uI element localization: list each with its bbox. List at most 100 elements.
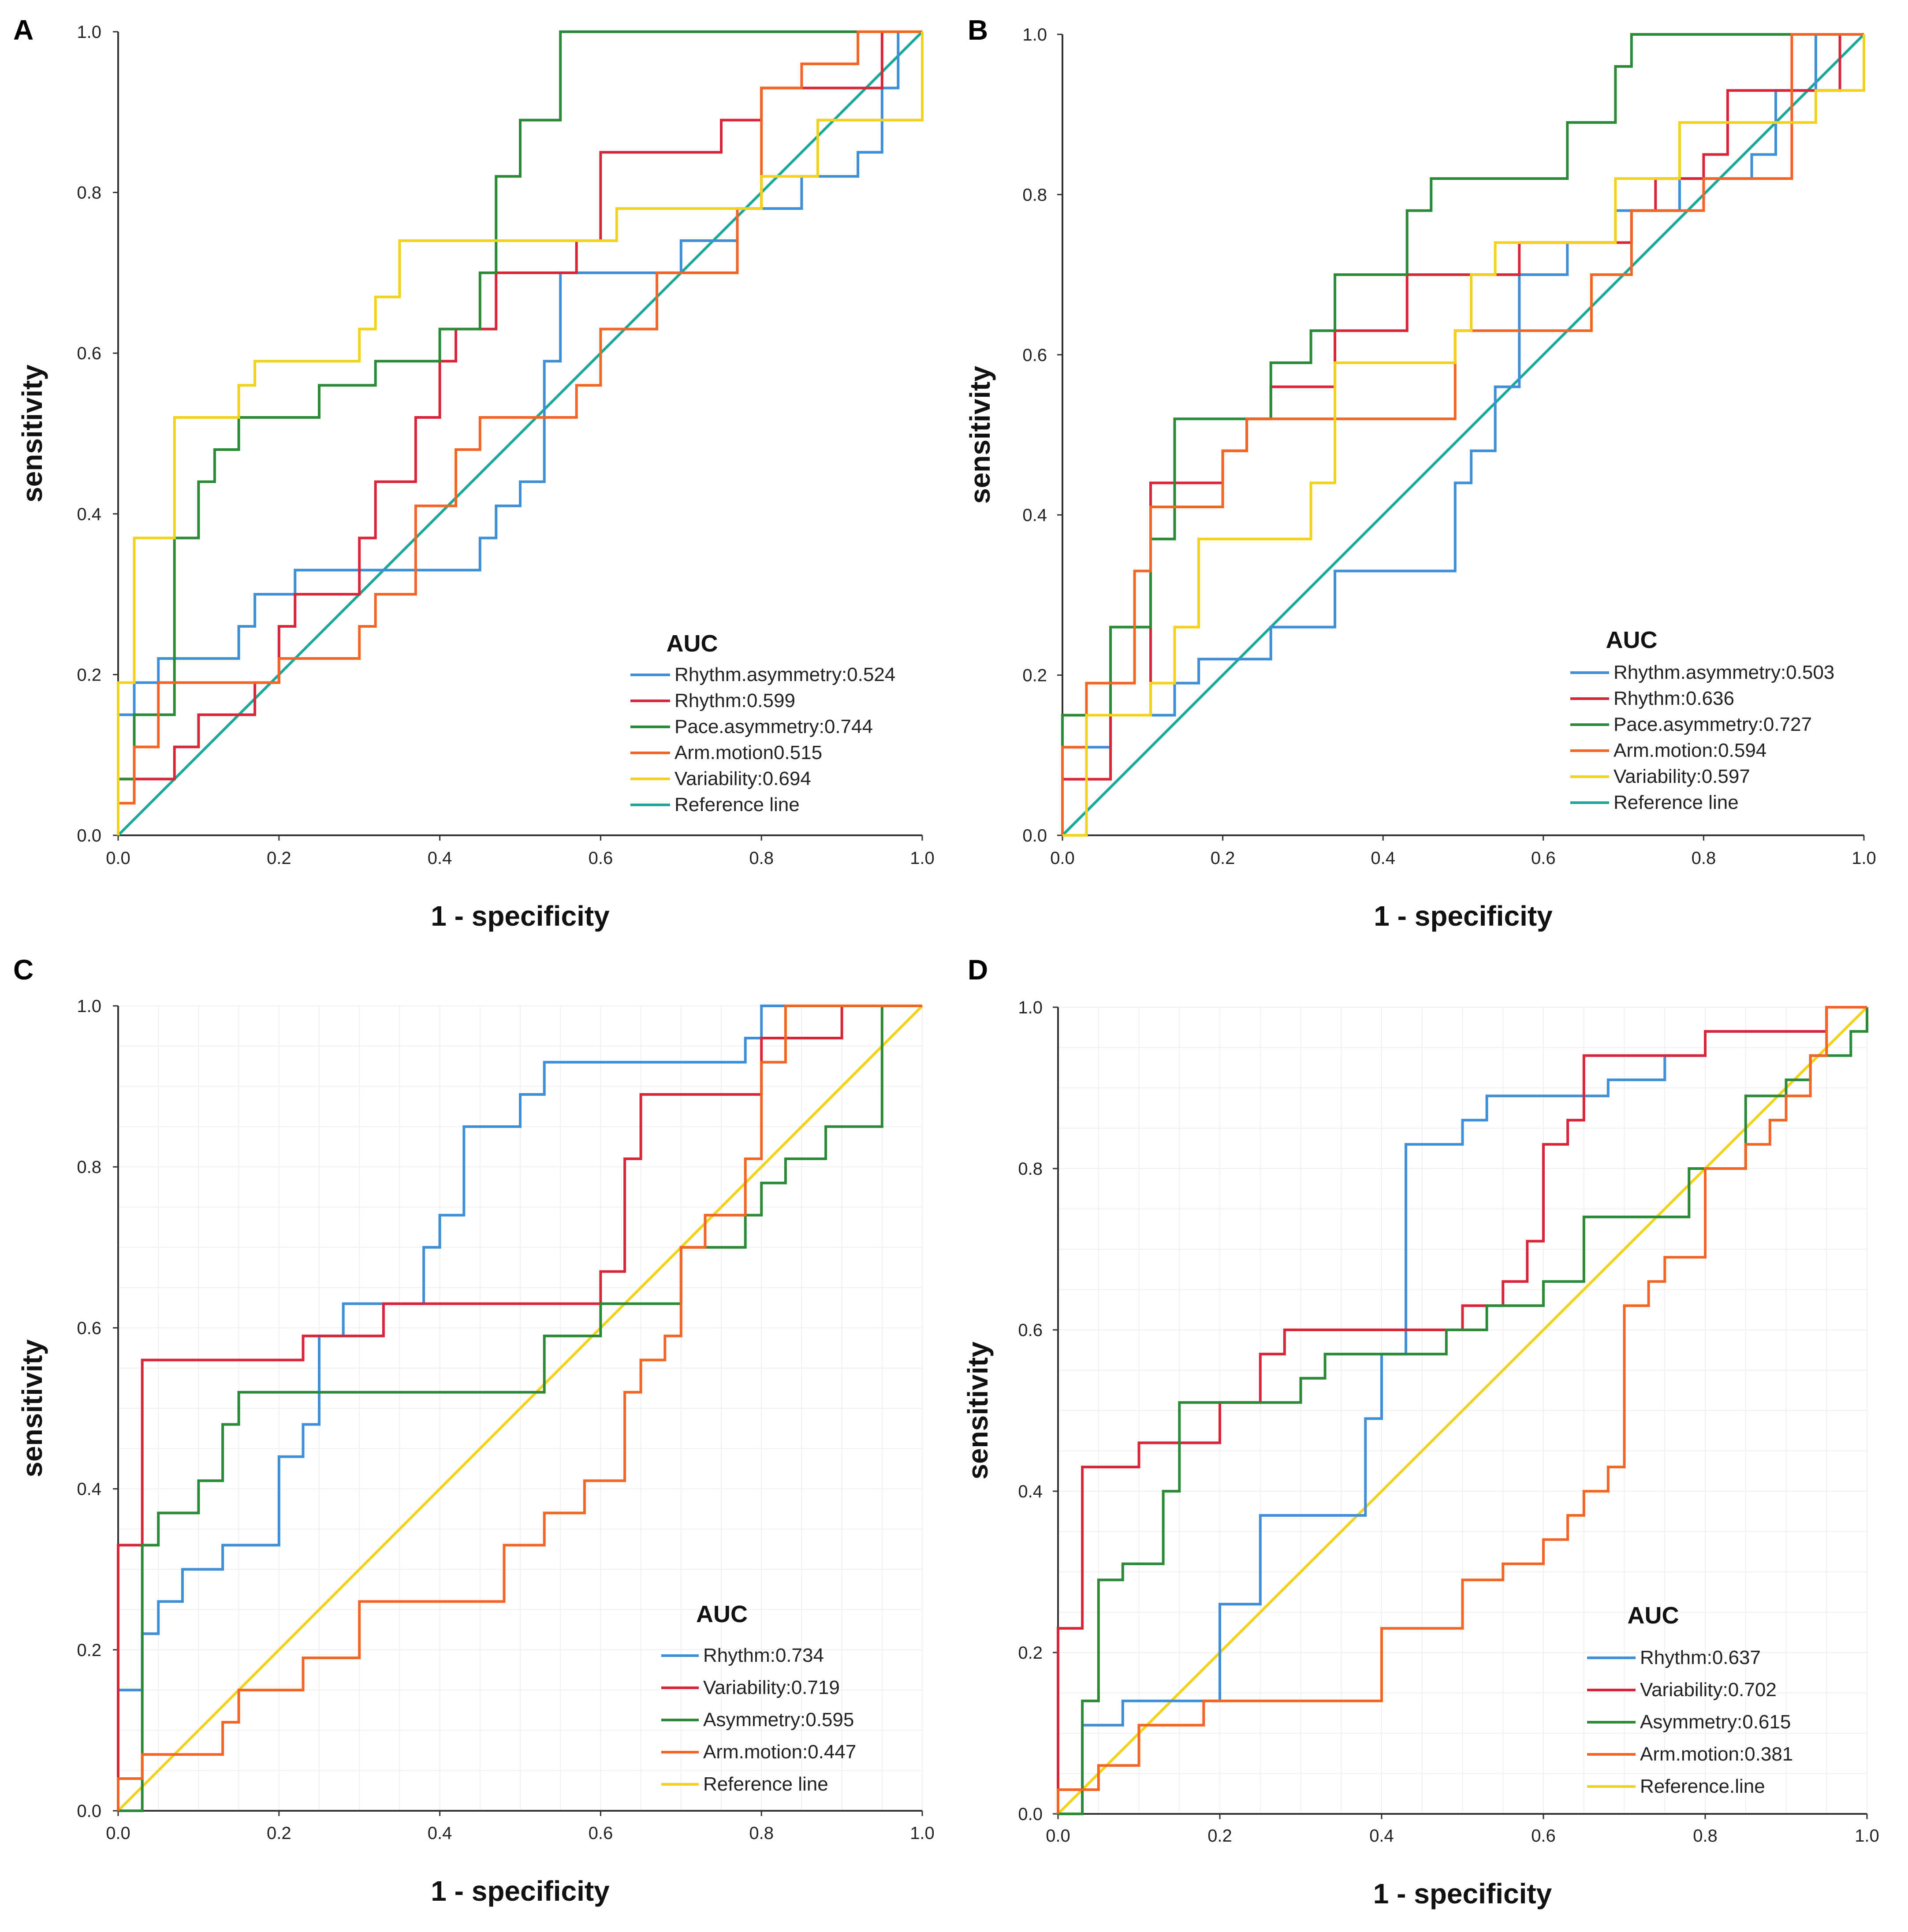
panel-b-legend-title: AUC [1606,627,1658,653]
panel-a-y-tick-label: 0.0 [77,826,101,845]
panel-b-series-rhythm-asymmetry-line [1061,33,1864,835]
panel-b-y-tick-label: 0.4 [1022,506,1047,525]
panel-a-legend-entry: Reference line [675,794,800,815]
panel-d-y-tick-label: 0.6 [1018,1321,1043,1340]
panel-d-y-tick-label: 0.4 [1018,1482,1043,1501]
panel-d-legend-entry: Variability:0.702 [1640,1679,1777,1701]
panel-a-x-tick-label: 1.0 [910,849,935,868]
panel-c-legend-entry: Reference line [703,1773,828,1795]
panel-b-series-variability-line [1062,34,1865,837]
panel-d-series-reference-line-line [1057,1006,1868,1815]
panel-a-x-tick-label: 0.6 [589,849,613,868]
panel-a-series-rhythm-asymmetry-line [117,30,922,835]
panel-c-legend-entry: Arm.motion:0.447 [703,1741,856,1763]
panel-a-x-tick-label: 0.4 [428,849,452,868]
panel-b-y-tick-label: 0.8 [1022,185,1047,205]
panel-c-y-axis-title: sensitivity [16,1339,48,1477]
panel-b-x-tick-label: 0.6 [1531,849,1556,868]
panel-b-series-reference-line [1061,33,1865,837]
panel-a-legend-entry: Rhythm:0.599 [675,690,795,711]
panel-c-legend-entry: Variability:0.719 [703,1677,840,1698]
panel-b-legend-entry: Arm.motion:0.594 [1614,740,1766,761]
panel-b-y-tick-label: 1.0 [1022,25,1047,45]
panel-c-y-tick-label: 0.2 [77,1641,101,1660]
panel-b-x-axis-title: 1 - specificity [1374,900,1553,932]
panel-b-x-tick-label: 0.4 [1371,849,1395,868]
panel-b-x-tick-label: 1.0 [1852,849,1876,868]
panel-c-legend-entry: Rhythm:0.734 [703,1645,824,1666]
panel-c-y-tick-label: 1.0 [77,997,101,1016]
panel-d-x-axis-title: 1 - specificity [1373,1878,1552,1910]
panel-c-x-tick-label: 1.0 [910,1824,935,1843]
panel-b-y-axis-title: sensitivity [964,366,996,504]
panel-d-x-tick-label: 1.0 [1855,1826,1879,1846]
panel-b-y-tick-label: 0.6 [1022,346,1047,365]
panel-d-legend-entry: Asymmetry:0.615 [1640,1711,1791,1733]
panel-c-x-tick-label: 0.0 [106,1824,130,1843]
panel-b-x-tick-label: 0.2 [1211,849,1235,868]
panel-a-x-axis-title: 1 - specificity [431,900,610,932]
panel-a-legend-entry: Variability:0.694 [675,768,811,789]
panel-c-y-tick-label: 0.8 [77,1158,101,1177]
panel-c-x-tick-label: 0.4 [428,1824,452,1843]
panel-c-legend-entry: Asymmetry:0.595 [703,1709,854,1731]
panel-b-y-tick-label: 0.0 [1022,826,1047,845]
panel-a-series-reference-line [117,30,924,837]
panel-b-x-tick-label: 0.8 [1692,849,1716,868]
panel-b-legend-entry: Rhythm:0.636 [1614,688,1734,709]
panel-b-series-arm-motion-line [1061,33,1864,835]
panel-a-series-pace-asymmetry-line [117,30,922,835]
panel-d-x-tick-label: 0.0 [1046,1826,1070,1846]
panel-a-legend-entry: Arm.motion0.515 [675,742,822,763]
panel-d-letter: D [968,954,988,986]
panel-a-y-tick-label: 0.2 [77,665,101,685]
panel-d-legend-entry: Arm.motion:0.381 [1640,1743,1793,1765]
panel-c-legend-title: AUC [696,1601,748,1627]
panel-d-legend-title: AUC [1628,1602,1679,1629]
panel-d-series-asymmetry-line [1058,1007,1868,1815]
panel-b-legend-entry: Rhythm.asymmetry:0.503 [1614,662,1834,683]
panel-b-legend-entry: Pace.asymmetry:0.727 [1614,714,1812,735]
panel-c-x-tick-label: 0.6 [589,1824,613,1843]
panel-a-series-variability-line [117,32,924,835]
panel-b-legend-entry: Variability:0.597 [1614,766,1750,787]
panel-b-letter: B [968,14,988,46]
panel-c-series-reference-line [117,1005,924,1812]
panel-a-legend-entry: Pace.asymmetry:0.744 [675,716,873,737]
panel-c-letter: C [13,954,34,986]
panel-a-x-tick-label: 0.8 [749,849,774,868]
panel-d-x-tick-label: 0.4 [1369,1826,1394,1846]
panel-d-legend-entry: Rhythm:0.637 [1640,1647,1761,1668]
panel-d-legend-entry: Reference.line [1640,1776,1765,1797]
panel-a-y-tick-label: 0.4 [77,505,101,524]
panel-c-series-variability-line [117,1005,922,1811]
panel-b-series-pace-asymmetry-line [1061,33,1864,835]
panel-c-x-axis-title: 1 - specificity [431,1875,610,1907]
panel-c: C 0.0 0.0 0.2 0.2 0.4 0.4 0.6 0.6 0.8 0.8 1.0 1.0 1 -… [13,954,935,1907]
panel-a-x-tick-label: 0.0 [106,849,130,868]
panel-a-series-arm-motion0-515-line [117,30,922,835]
panel-c-x-tick-label: 0.8 [749,1824,774,1843]
panel-a-legend-title: AUC [667,630,718,657]
panel-a-x-tick-label: 0.2 [267,849,291,868]
panel-d-x-tick-label: 0.2 [1207,1826,1232,1846]
panel-c-y-tick-label: 0.0 [77,1802,101,1821]
panel-a-y-tick-label: 0.8 [77,183,101,203]
panel-a-y-tick-label: 0.6 [77,344,101,363]
panel-a-letter: A [13,14,34,46]
panel-c-y-tick-label: 0.6 [77,1318,101,1338]
panel-d-x-tick-label: 0.8 [1693,1826,1718,1846]
panel-a-series-rhythm-line [117,30,922,835]
panel-d-y-tick-label: 0.0 [1018,1805,1043,1824]
panel-c-series-asymmetry-line [118,1005,922,1812]
panel-a-legend-entry: Rhythm.asymmetry:0.524 [675,664,895,685]
panel-d-series-arm-motion-line [1057,1006,1867,1814]
panel-b-legend-entry: Reference line [1614,792,1739,813]
panel-d: D 0.00.0 0.2 0.2 0.4 0.4 0.6 0.6 0.8 0.8 1.0 1.0 1 -… [962,954,1879,1910]
panel-b: B 0.00.0 0.2 0.2 0.4 0.4 0.6 0.6 0.8 0.8 1.0 1.0 1 -… [964,14,1876,932]
panel-c-series-arm-motion-line [117,1005,922,1811]
panel-a-y-axis-title: sensitivity [16,365,48,503]
panel-a-y-tick-label: 1.0 [77,22,101,42]
panel-b-x-tick-label: 0.0 [1050,849,1075,868]
panel-b-y-tick-label: 0.2 [1022,666,1047,685]
